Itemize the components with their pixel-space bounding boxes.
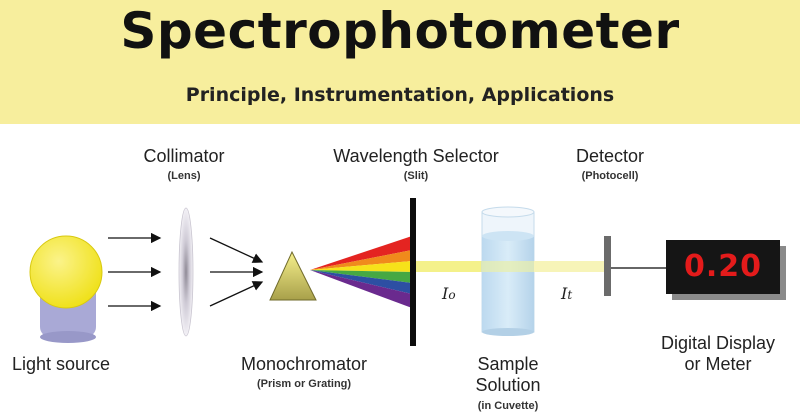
header-banner: Spectrophotometer Principle, Instrumenta… [0, 0, 800, 124]
prism [269, 250, 317, 301]
sample-label-line2: Solution [475, 375, 541, 395]
collimator-lens [178, 207, 194, 337]
digital-display-readout: 0.20 [666, 240, 780, 294]
detector-photocell [604, 236, 611, 296]
liquid-surface [482, 231, 534, 241]
cuvette-bottom [482, 328, 534, 336]
wavelength-selector-sublabel: (Slit) [403, 170, 429, 182]
cuvette-rim [481, 206, 535, 218]
transmitted-intensity-symbol-subscript: t [567, 288, 573, 302]
collimator-label: Collimator [143, 146, 225, 166]
beam-through-sample [482, 261, 534, 272]
transmitted-intensity-symbol: It [561, 284, 573, 303]
monochromator-sublabel: (Prism or Grating) [256, 378, 352, 390]
lamp-bulb [29, 235, 103, 309]
cuvette [481, 206, 535, 336]
collimated-rays [209, 237, 264, 307]
light-source [29, 235, 103, 343]
sample-sublabel: (in Cuvette) [477, 400, 539, 412]
incident-intensity-symbol: Io [442, 284, 456, 303]
sample-label-line1: Sample [477, 354, 539, 374]
incident-intensity-symbol-subscript: o [448, 288, 456, 302]
ray-arrow-converge-top [209, 237, 264, 263]
spectrum-orange [310, 250, 412, 270]
page-title: Spectrophotometer [120, 2, 680, 60]
collimator-sublabel: (Lens) [167, 170, 201, 182]
page-subtitle: Principle, Instrumentation, Applications [185, 84, 615, 106]
monochromator-label: Monochromator [240, 354, 368, 374]
source-rays [108, 232, 162, 312]
incident-beam [416, 261, 482, 272]
wavelength-selector-slit [410, 198, 416, 346]
spectrum-yellow [310, 261, 412, 272]
light-source-label: Light source [12, 354, 111, 374]
display-label-line1: Digital Display [660, 333, 776, 353]
sample-liquid [482, 236, 534, 332]
display-label-line2: or Meter [684, 354, 752, 374]
wavelength-selector-label: Wavelength Selector [333, 146, 499, 166]
spectrum-red [310, 236, 412, 270]
ray-arrow-converge-bottom [209, 281, 264, 307]
spectrum-fan [310, 236, 412, 308]
lamp-base-bottom [40, 331, 96, 343]
detector-sublabel: (Photocell) [581, 170, 639, 182]
transmitted-beam [534, 261, 604, 272]
spectrum-violet [310, 270, 412, 308]
detector-label: Detector [575, 146, 645, 166]
